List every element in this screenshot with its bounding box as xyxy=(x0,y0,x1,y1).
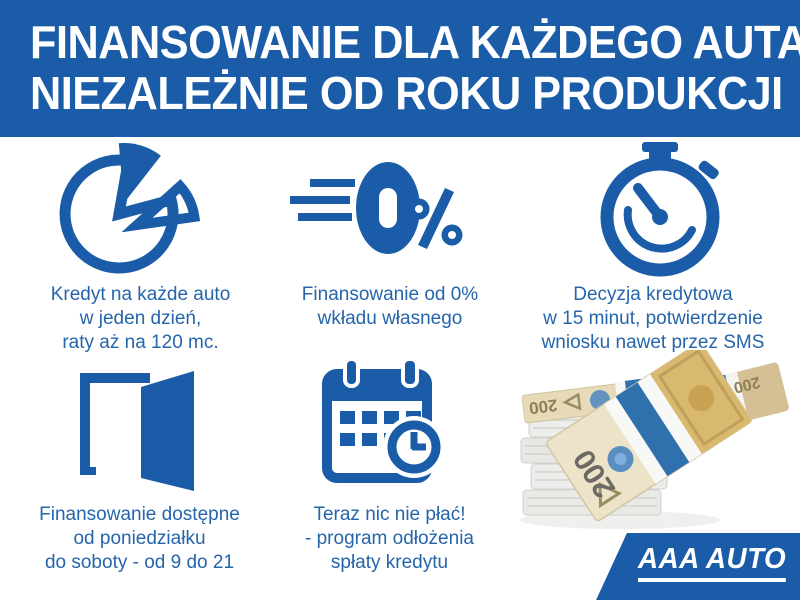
feature-text-deferral: Teraz nic nie płać! - program odłożenia … xyxy=(272,503,507,575)
feature-line: od poniedziałku xyxy=(73,528,206,549)
header-title-line1: FINANSOWANIE DLA KAŻDEGO AUTA xyxy=(30,16,800,68)
feature-line: Finansowanie od 0% xyxy=(301,284,479,305)
feature-text-credit: Kredyt na każde auto w jeden dzień, raty… xyxy=(18,283,263,355)
aaa-auto-logo-banner: AAA AUTO xyxy=(596,533,800,600)
open-door-icon xyxy=(80,371,194,491)
feature-line: Decyzja kredytowa xyxy=(573,284,733,305)
feature-line: w 15 minut, potwierdzenie xyxy=(543,308,763,329)
calendar-clock-icon xyxy=(322,357,445,483)
feature-text-decision: Decyzja kredytowa w 15 minut, potwierdze… xyxy=(518,283,788,355)
pie-chart-icon xyxy=(59,143,201,274)
header-title-line2: NIEZALEŻNIE OD ROKU PRODUKCJI xyxy=(30,67,783,119)
feature-line: Teraz nic nie płać! xyxy=(313,504,466,525)
feature-line: w jeden dzień, xyxy=(79,308,202,329)
money-photo: 200 200 xyxy=(520,350,789,529)
feature-line: wkładu własnego xyxy=(317,308,463,329)
feature-line: do soboty - od 9 do 21 xyxy=(44,552,235,573)
feature-line: Finansowanie dostępne xyxy=(39,504,240,525)
feature-line: - program odłożenia xyxy=(305,528,474,549)
zero-percent-icon xyxy=(290,162,463,254)
stopwatch-icon xyxy=(600,142,720,277)
banknote-200-label: 200 xyxy=(732,373,762,396)
aaa-auto-logo: AAA AUTO xyxy=(638,545,787,582)
feature-text-zero-percent: Finansowanie od 0% wkładu własnego xyxy=(270,283,510,331)
feature-text-availability: Finansowanie dostępne od poniedziałku do… xyxy=(12,503,267,575)
feature-line: raty aż na 120 mc. xyxy=(62,332,219,353)
header-banner: FINANSOWANIE DLA KAŻDEGO AUTA NIEZALEŻNI… xyxy=(0,0,800,137)
feature-line: Kredyt na każde auto xyxy=(50,284,231,305)
feature-line: wniosku nawet przez SMS xyxy=(541,332,765,353)
banknote-200-label: 200 xyxy=(528,395,558,417)
feature-line: spłaty kredytu xyxy=(330,552,449,573)
